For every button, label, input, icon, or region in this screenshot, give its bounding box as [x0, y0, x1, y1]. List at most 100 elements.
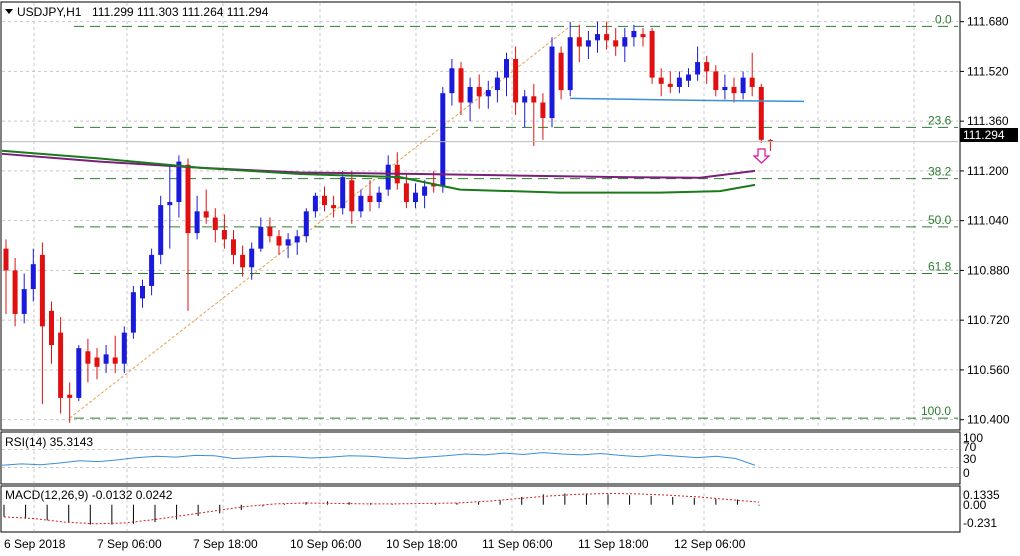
- candle-body: [422, 186, 428, 196]
- price-tick-label: 111.040: [967, 214, 1009, 228]
- price-tick-label: 111.200: [967, 164, 1009, 178]
- candle-body: [667, 83, 673, 87]
- candle-body: [504, 58, 509, 78]
- candle-body: [185, 164, 191, 234]
- candle-body: [39, 254, 45, 327]
- candle-body: [722, 86, 728, 91]
- candle-body: [676, 77, 682, 87]
- price-tick-label: 111.520: [967, 64, 1009, 78]
- price-tick-label: 111.680: [967, 15, 1009, 29]
- candle-body: [540, 102, 546, 119]
- candle-body: [3, 248, 9, 271]
- candle-body: [258, 226, 264, 249]
- price-pane[interactable]: [0, 1, 961, 431]
- candle-body: [303, 211, 309, 237]
- candle-body: [240, 254, 246, 268]
- ma-green-line: [1, 149, 756, 194]
- candle-body: [212, 217, 218, 230]
- candle-body: [413, 192, 418, 203]
- candle-body: [467, 86, 473, 103]
- candle-body: [322, 195, 327, 206]
- time-tick-label: 7 Sep 18:00: [193, 537, 258, 551]
- candle-body: [731, 86, 737, 94]
- candle-body: [121, 332, 127, 364]
- candle-body: [58, 332, 64, 398]
- candle-body: [476, 86, 482, 97]
- candle-body: [67, 394, 73, 398]
- rsi-tick-label: 0: [963, 466, 970, 480]
- candle-body: [85, 351, 91, 364]
- ma-purple-line: [1, 152, 756, 179]
- candle-body: [449, 68, 455, 94]
- candle-body: [403, 183, 409, 203]
- candle-body: [576, 37, 582, 47]
- fib-level-label: 50.0: [928, 213, 952, 227]
- symbol-label: USDJPY,H1: [17, 5, 82, 19]
- candle-body: [112, 357, 118, 364]
- candle-body: [622, 37, 628, 47]
- time-tick-label: 7 Sep 06:00: [97, 537, 162, 551]
- candle-body: [349, 180, 355, 212]
- candle-body: [458, 68, 464, 103]
- candle-body: [294, 236, 300, 243]
- price-tick-label: 110.400: [967, 413, 1010, 427]
- trend-line: [69, 25, 571, 419]
- last-price-box: [960, 128, 1018, 142]
- rsi-tick-label: 30: [963, 452, 977, 466]
- price-tick-label: 111.360: [967, 114, 1009, 128]
- candle-body: [149, 254, 155, 286]
- chart-menu-triangle-icon[interactable]: [5, 9, 13, 14]
- candle-body: [713, 71, 719, 91]
- macd-tick-label: -0.231: [963, 516, 997, 530]
- price-tick-label: 110.560: [967, 363, 1010, 377]
- down-arrow-icon: [752, 148, 771, 164]
- time-tick-label: 12 Sep 06:00: [674, 537, 746, 551]
- candle-body: [604, 34, 610, 41]
- time-tick-label: 6 Sep 2018: [4, 537, 66, 551]
- candle-body: [567, 37, 573, 91]
- candle-body: [312, 195, 318, 212]
- candle-body: [340, 177, 346, 209]
- candle-body: [595, 34, 600, 41]
- macd-pane[interactable]: [0, 485, 961, 533]
- fib-level-label: 61.8: [928, 260, 952, 274]
- candle-body: [331, 205, 337, 209]
- fib-level-label: 38.2: [928, 165, 952, 179]
- candle-body: [658, 77, 664, 84]
- candle-body: [440, 93, 446, 187]
- candle-body: [167, 202, 173, 206]
- candle-body: [485, 90, 491, 97]
- candle-body: [649, 30, 655, 78]
- candle-body: [704, 62, 710, 72]
- candle-body: [94, 357, 100, 367]
- candle-body: [267, 226, 273, 237]
- time-tick-label: 10 Sep 06:00: [290, 537, 362, 551]
- fib-level-label: 23.6: [928, 113, 952, 127]
- time-tick-label: 11 Sep 06:00: [482, 537, 553, 551]
- candle-body: [531, 96, 537, 103]
- time-tick-label: 11 Sep 18:00: [578, 537, 649, 551]
- candle-body: [30, 264, 36, 290]
- candle-body: [176, 161, 182, 203]
- rsi-tick-label: 100: [963, 431, 983, 445]
- macd-tick-label: 0.1335: [963, 488, 1000, 502]
- fibonacci-levels: 0.0 23.6 38.2 50.0 61.8 100.0: [74, 12, 958, 419]
- candle-body: [158, 205, 164, 255]
- fib-trendline: [69, 25, 571, 419]
- candle-body: [249, 248, 255, 268]
- rsi-pane[interactable]: [0, 431, 961, 485]
- candle-body: [767, 140, 773, 142]
- candle-body: [203, 211, 209, 218]
- price-tick-label: 110.880: [967, 263, 1010, 277]
- grid-lines: [2, 3, 958, 531]
- candle-body: [549, 46, 555, 119]
- time-tick-label: 10 Sep 18:00: [386, 537, 458, 551]
- candle-body: [194, 211, 200, 234]
- candle-body: [494, 77, 500, 91]
- candle-body: [631, 30, 637, 38]
- candle-body: [513, 58, 519, 103]
- rsi-line: [1, 452, 756, 466]
- candle-body: [12, 270, 18, 314]
